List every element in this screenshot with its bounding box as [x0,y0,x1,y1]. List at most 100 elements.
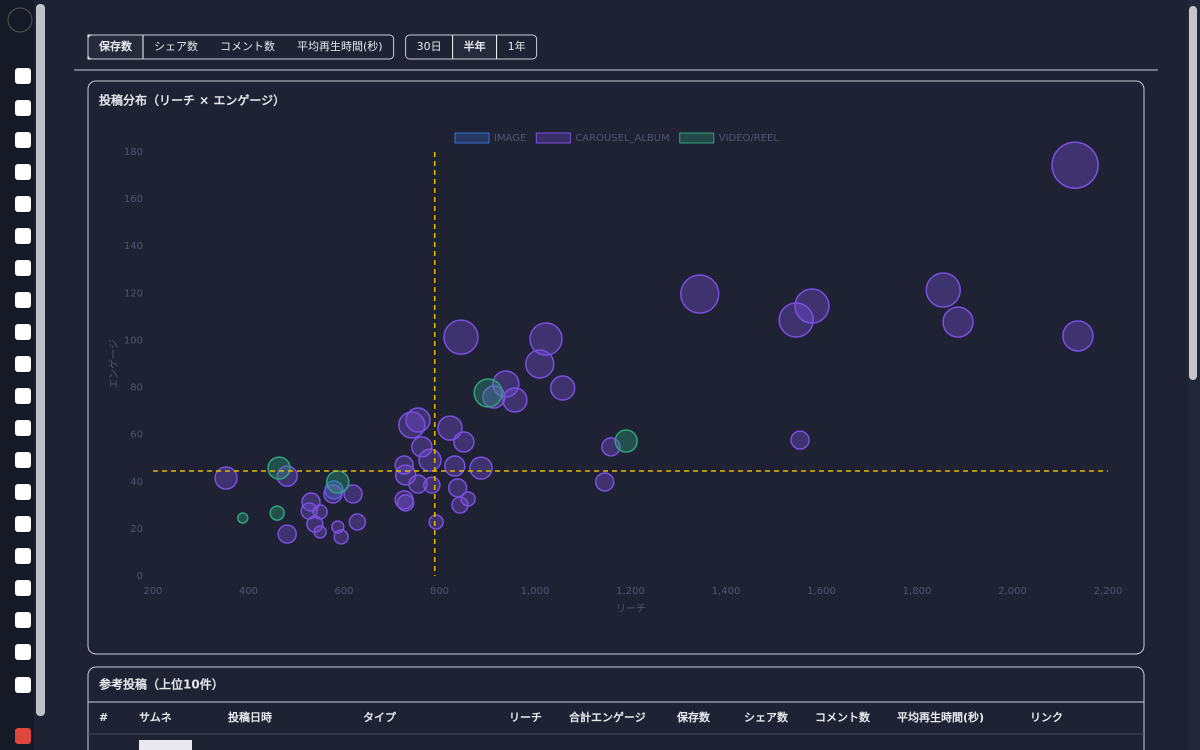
legend-label[interactable]: CAROUSEL_ALBUM [575,133,669,144]
bubble[interactable] [343,484,363,504]
bubble[interactable] [942,306,974,338]
bubble[interactable] [269,505,285,521]
column-header: リーチ [509,711,542,724]
bubble[interactable] [348,513,367,531]
bubble[interactable] [460,491,476,507]
toggle-label[interactable]: 半年 [464,39,486,53]
thumbnail[interactable] [139,740,192,750]
legend-swatch[interactable] [454,132,490,144]
bubble[interactable] [237,512,249,524]
toggle-label[interactable]: 保存数 [98,39,133,53]
legend-label[interactable]: VIDEO/REEL [719,133,780,144]
bubble[interactable] [267,456,291,480]
nav-icon[interactable] [15,388,31,404]
column-header: サムネ [139,711,172,724]
bubble[interactable] [594,472,615,492]
bubble[interactable] [794,288,830,324]
avatar[interactable] [7,7,33,33]
bubble[interactable] [313,525,327,539]
column-header: コメント数 [815,710,871,724]
nav-icon[interactable] [15,292,31,308]
x-tick-label: 1,000 [521,586,550,597]
bubble[interactable] [428,514,444,530]
bubble[interactable] [1062,320,1094,352]
x-tick-label: 1,400 [712,586,741,597]
toggle-group [405,34,538,60]
bubble[interactable] [444,455,466,477]
toggle-label[interactable]: 30日 [417,40,442,53]
bubble[interactable] [423,476,441,494]
y-tick-label: 160 [124,194,143,205]
nav-icon[interactable] [15,548,31,564]
bubble[interactable] [469,456,493,480]
bubble[interactable] [396,494,415,512]
bubble[interactable] [925,272,962,308]
legend-swatch[interactable] [535,132,571,144]
nav-icon[interactable] [15,580,31,596]
nav-icon[interactable] [15,228,31,244]
nav-icon[interactable] [15,68,31,84]
bubble[interactable] [453,431,475,453]
column-header: シェア数 [744,710,789,724]
y-tick-label: 0 [137,571,143,582]
nav-icon[interactable] [15,484,31,500]
bubble[interactable] [405,407,431,433]
bubble[interactable] [614,429,638,453]
bubble[interactable] [451,496,469,514]
bubble[interactable] [443,319,479,355]
logout-icon[interactable] [15,728,31,744]
x-tick-label: 1,800 [903,586,932,597]
x-tick-label: 200 [143,586,162,597]
bubble[interactable] [492,370,520,398]
nav-icon[interactable] [15,324,31,340]
nav-icon[interactable] [15,516,31,532]
nav-icon[interactable] [15,612,31,628]
y-tick-label: 60 [130,430,143,441]
nav-icon[interactable] [15,452,31,468]
bubble[interactable] [323,484,343,504]
bubble[interactable] [418,448,442,472]
y-tick-label: 100 [124,335,143,346]
toggle-label[interactable]: 1年 [508,39,526,53]
nav-icon[interactable] [15,356,31,372]
bubble[interactable] [408,474,428,494]
bubble[interactable] [790,430,810,450]
nav-icon[interactable] [15,644,31,660]
toggle-label[interactable]: シェア数 [154,40,198,53]
nav-icon[interactable] [15,164,31,180]
toggle-group [87,34,395,60]
column-header: 平均再生時間(秒) [897,710,984,724]
column-header: タイプ [363,710,397,724]
bubble[interactable] [525,349,555,379]
bubble[interactable] [214,466,238,490]
bubble[interactable] [437,415,463,441]
nav-icon[interactable] [15,132,31,148]
legend-label[interactable]: IMAGE [494,133,526,144]
nav-icon[interactable] [15,260,31,276]
nav-icon[interactable] [15,100,31,116]
legend-swatch[interactable] [679,132,715,144]
bubble[interactable] [529,322,563,356]
bubble[interactable] [473,378,503,408]
nav-icon[interactable] [15,677,31,693]
table-title: 参考投稿（上位10件） [99,677,224,692]
bubble[interactable] [679,274,720,314]
y-tick-label: 140 [124,241,143,252]
y-tick-label: 80 [130,383,143,394]
toggle-label[interactable]: コメント数 [220,40,275,53]
nav-icon[interactable] [15,196,31,212]
bubble[interactable] [549,375,576,401]
x-tick-label: 800 [430,586,449,597]
bubble[interactable] [333,529,349,545]
scrollbar-thumb[interactable] [1189,6,1197,380]
chart-card [87,80,1145,655]
bubble[interactable] [778,302,814,338]
bubble[interactable] [411,436,433,458]
bubble[interactable] [277,524,297,544]
bubble[interactable] [502,387,528,413]
bubble[interactable] [326,470,350,494]
nav-icon[interactable] [15,420,31,436]
bubble[interactable] [1051,141,1099,189]
y-tick-label: 40 [130,477,143,488]
toggle-label[interactable]: 平均再生時間(秒) [297,39,383,53]
